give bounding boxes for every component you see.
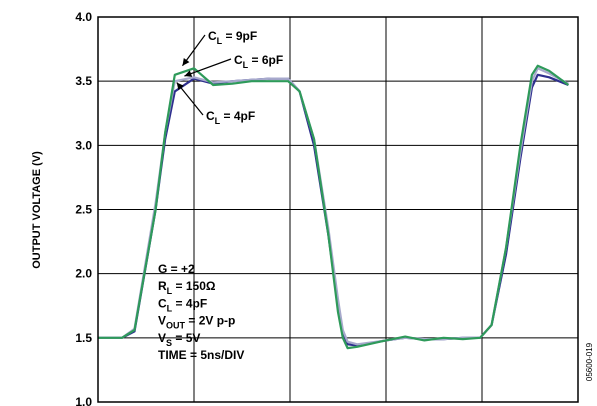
condition-line: G = +2	[158, 262, 195, 276]
annotation-arrowhead	[184, 70, 193, 77]
annotation-label: CL = 6pF	[234, 53, 283, 70]
series-line	[98, 64, 570, 350]
plot-frame	[97, 16, 579, 403]
condition-line: VS = 5V	[158, 331, 200, 348]
y-axis-label: OUTPUT VOLTAGE (V)	[31, 151, 43, 269]
annotation-labels: CL = 9pF CL = 6pF CL = 4pF	[206, 29, 283, 126]
annotation-label: CL = 9pF	[208, 29, 257, 46]
annotation-arrow	[184, 58, 232, 77]
y-tick-label: 1.5	[75, 331, 92, 345]
y-tick-label: 2.0	[75, 267, 92, 281]
condition-line: VOUT = 2V p-p	[158, 314, 235, 331]
figure-id: 05600-019	[585, 342, 594, 381]
y-tick-label: 3.5	[75, 74, 92, 88]
series-lines	[98, 64, 570, 350]
annotation-label: CL = 4pF	[206, 109, 255, 126]
y-tick-label: 2.5	[75, 203, 92, 217]
condition-line: RL = 150Ω	[158, 279, 216, 296]
y-tick-label: 1.0	[75, 395, 92, 406]
annotation-arrows	[176, 34, 232, 116]
y-tick-label: 3.0	[75, 138, 92, 152]
condition-line: TIME = 5ns/DIV	[158, 348, 244, 362]
annotation-arrowhead	[182, 58, 190, 66]
y-tick-label: 4.0	[75, 10, 92, 24]
annotation-arrowhead	[176, 82, 184, 91]
y-tick-labels: 1.0 1.5 2.0 2.5 3.0 3.5 4.0	[75, 10, 92, 406]
condition-line: CL = 4pF	[158, 296, 207, 313]
